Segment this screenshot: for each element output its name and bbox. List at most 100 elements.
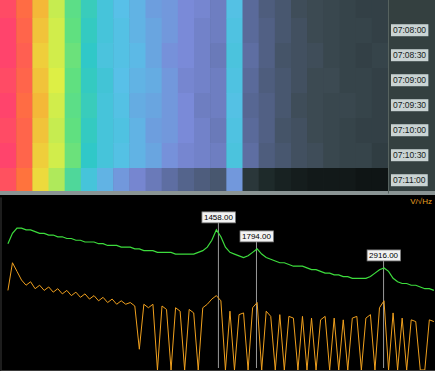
heatmap-cell xyxy=(210,0,227,19)
heatmap-cell xyxy=(259,118,276,144)
heatmap-cell xyxy=(275,143,292,169)
tick-label: 07:10:30 xyxy=(393,150,426,160)
heatmap-cell xyxy=(178,143,195,169)
heatmap-cell xyxy=(291,18,308,44)
heatmap-cell xyxy=(291,143,308,169)
heatmap-cell xyxy=(243,168,260,191)
heatmap-cell xyxy=(291,168,308,191)
heatmap-cell xyxy=(291,118,308,144)
heatmap-cell xyxy=(81,168,98,191)
heatmap-cell xyxy=(259,93,276,119)
heatmap-cell xyxy=(340,18,357,44)
heatmap-cell xyxy=(97,118,114,144)
annotations: 1458.001794.002916.00 xyxy=(202,212,401,261)
heatmap-cell xyxy=(259,168,276,191)
heatmap-cell xyxy=(340,93,357,119)
heatmap-cell xyxy=(226,168,243,191)
tick-label-box xyxy=(391,99,428,111)
heatmap-cell xyxy=(307,18,324,44)
heatmap-cell xyxy=(372,168,388,191)
heatmap-cell xyxy=(323,43,340,69)
heatmap-cell xyxy=(32,43,49,69)
heatmap-cell xyxy=(178,68,195,94)
tick: 07:08:30 xyxy=(391,49,428,61)
heatmap-cell xyxy=(113,68,130,94)
heatmap-cell xyxy=(323,118,340,144)
marker-label-box xyxy=(202,212,235,223)
heatmap-cell xyxy=(97,68,114,94)
heatmap-cell xyxy=(226,0,243,19)
heatmap-cell xyxy=(210,168,227,191)
time-label-panel xyxy=(388,0,435,191)
heatmap-cell xyxy=(97,0,114,19)
heatmap-cell xyxy=(65,43,82,69)
tick: 07:09:30 xyxy=(391,99,428,111)
heatmap-cell xyxy=(81,93,98,119)
heatmap-cell xyxy=(97,43,114,69)
heatmap-cell xyxy=(194,168,211,191)
heatmap-cell xyxy=(226,143,243,169)
heatmap-cell xyxy=(146,118,163,144)
heatmap-cell xyxy=(275,0,292,19)
axis-line xyxy=(1,370,435,371)
heatmap-cell xyxy=(340,143,357,169)
heatmap-cell xyxy=(162,168,179,191)
heatmap-cell xyxy=(49,93,66,119)
heatmap-cell xyxy=(49,68,66,94)
heatmap-cell xyxy=(210,93,227,119)
heatmap-cell xyxy=(307,118,324,144)
heatmap-cell xyxy=(162,93,179,119)
heatmap-cell xyxy=(340,0,357,19)
heatmap-cell xyxy=(113,143,130,169)
heatmap-cell xyxy=(307,68,324,94)
heatmap-cell xyxy=(356,168,373,191)
tick-label: 07:08:00 xyxy=(393,25,426,35)
heatmap-cell xyxy=(97,93,114,119)
heatmap-cell xyxy=(65,18,82,44)
heatmap-cell xyxy=(356,43,373,69)
heatmap-cell xyxy=(32,0,49,19)
marker-line xyxy=(383,260,384,368)
heatmap-cell xyxy=(243,18,260,44)
heatmap-cell xyxy=(65,168,82,191)
heatmap-cell xyxy=(0,118,17,144)
spectrum-background xyxy=(0,195,435,371)
series-line xyxy=(8,228,434,290)
plot-marks xyxy=(8,222,434,370)
heatmap-cell xyxy=(307,168,324,191)
y-axis xyxy=(1,198,2,371)
marker-label-box xyxy=(367,250,400,261)
y-axis-label: V/√Hz xyxy=(410,197,432,206)
heatmap-cell xyxy=(162,118,179,144)
heatmap-cell xyxy=(81,118,98,144)
heatmap-cell xyxy=(323,0,340,19)
heatmap-cell xyxy=(97,143,114,169)
heatmap-cell xyxy=(323,93,340,119)
heatmap-cell xyxy=(113,18,130,44)
heatmap-cell xyxy=(340,68,357,94)
heatmap-cell xyxy=(16,0,33,19)
heatmap-cell xyxy=(49,0,66,19)
heatmap-cell xyxy=(372,18,388,44)
heatmap-cell xyxy=(356,0,373,19)
heatmap-cell xyxy=(113,0,130,19)
marker-label: 1794.00 xyxy=(242,232,271,241)
heatmap-cell xyxy=(113,168,130,191)
heatmap-cell xyxy=(226,68,243,94)
heatmap-cell xyxy=(291,93,308,119)
heatmap-cell xyxy=(178,93,195,119)
heatmap-cell xyxy=(340,43,357,69)
heatmap-cell xyxy=(275,93,292,119)
heatmap-cell xyxy=(178,43,195,69)
heatmap-cell xyxy=(275,18,292,44)
heatmap-cell xyxy=(194,18,211,44)
heatmap-cell xyxy=(194,43,211,69)
heatmap-cell xyxy=(372,118,388,144)
tick-label-box xyxy=(391,49,428,61)
heatmap-cell xyxy=(259,143,276,169)
marker-label: 1458.00 xyxy=(204,213,233,222)
heatmap-cell xyxy=(372,0,388,19)
x-axis xyxy=(1,370,435,371)
heatmap-cell xyxy=(243,68,260,94)
axis-line xyxy=(388,0,389,194)
